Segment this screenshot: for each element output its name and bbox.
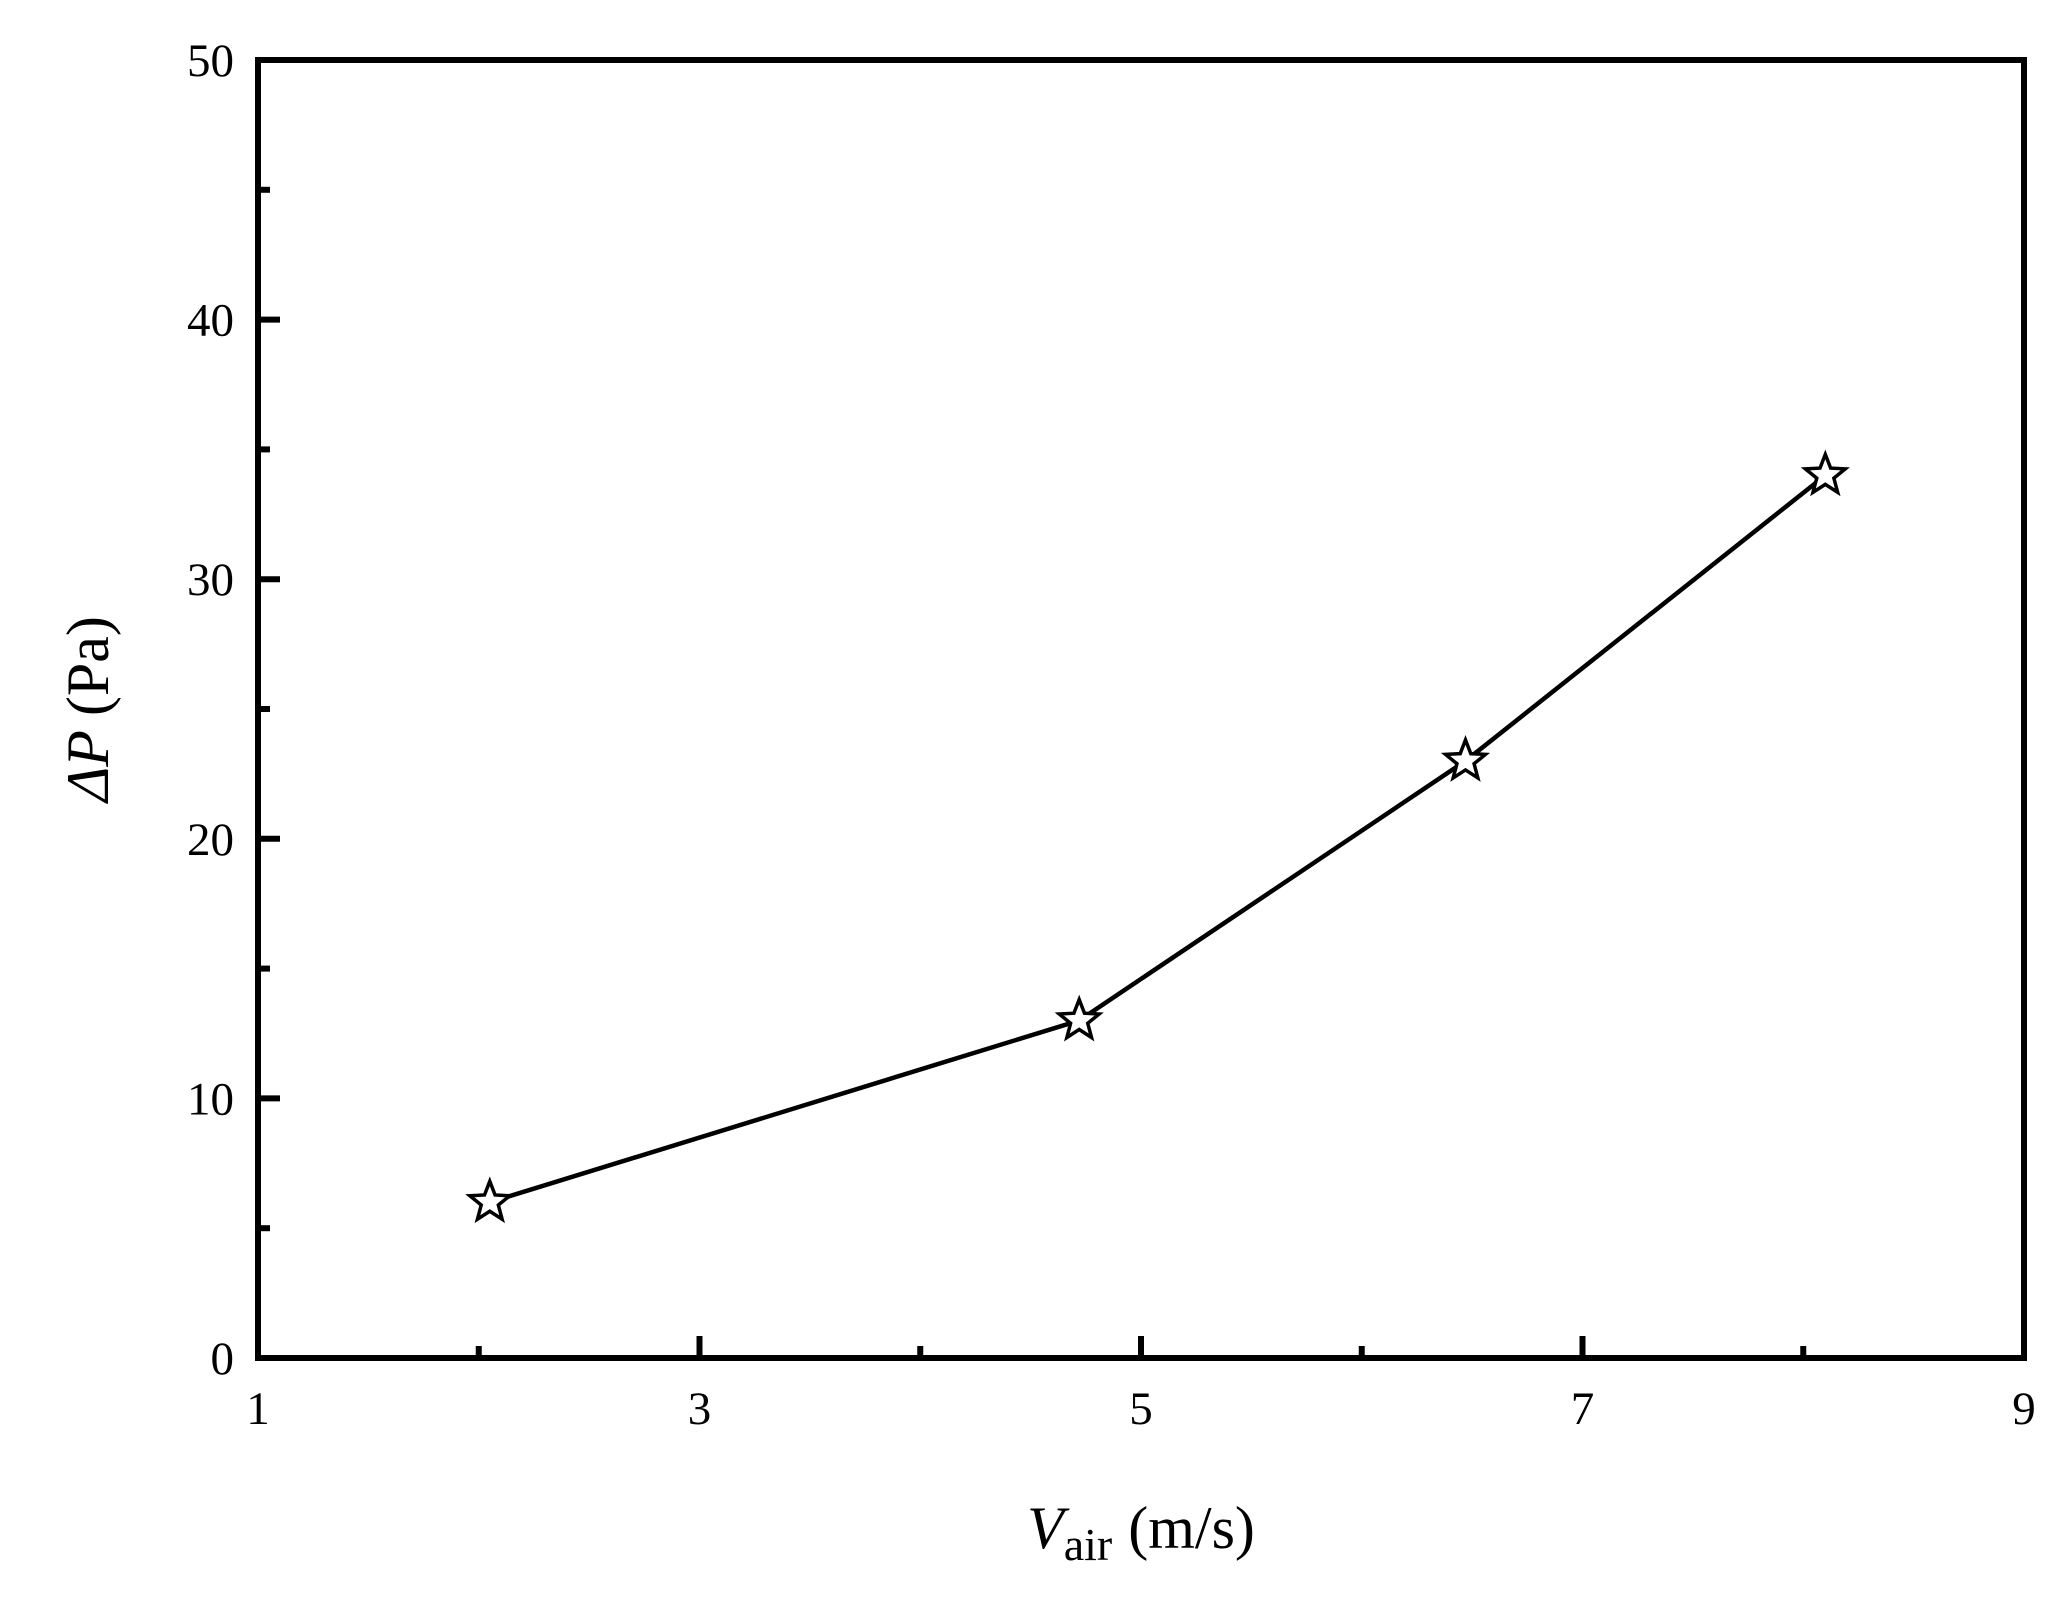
x-axis-tick-labels: 1 3 5 7 9 (246, 1383, 2036, 1435)
y-tick-label: 10 (187, 1073, 234, 1125)
y-tick-label: 20 (187, 814, 234, 866)
plot-frame (255, 57, 2027, 1361)
x-tick-label: 5 (1129, 1383, 1153, 1435)
series-group (465, 449, 1850, 1224)
data-point-star (465, 1176, 515, 1224)
series-line (489, 473, 1827, 1205)
data-point-star (1054, 994, 1104, 1042)
y-tick-label: 0 (211, 1333, 235, 1385)
data-point-star (1800, 449, 1850, 497)
x-tick-label: 3 (688, 1383, 712, 1435)
x-tick-label: 9 (2012, 1383, 2036, 1435)
x-axis-ticks (255, 1336, 2027, 1358)
y-axis-title: ΔP(Pa) (55, 616, 121, 804)
data-point-star (1440, 735, 1491, 782)
x-tick-label: 1 (246, 1383, 270, 1435)
y-tick-label: 40 (187, 295, 234, 347)
y-axis-ticks (258, 57, 280, 1361)
x-axis-title: Vair (m/s) (1027, 1495, 1255, 1570)
x-tick-label: 7 (1571, 1383, 1595, 1435)
y-tick-label: 30 (187, 554, 234, 606)
y-axis-tick-labels: 0 10 20 30 40 50 (187, 35, 234, 1385)
y-tick-label: 50 (187, 35, 234, 87)
